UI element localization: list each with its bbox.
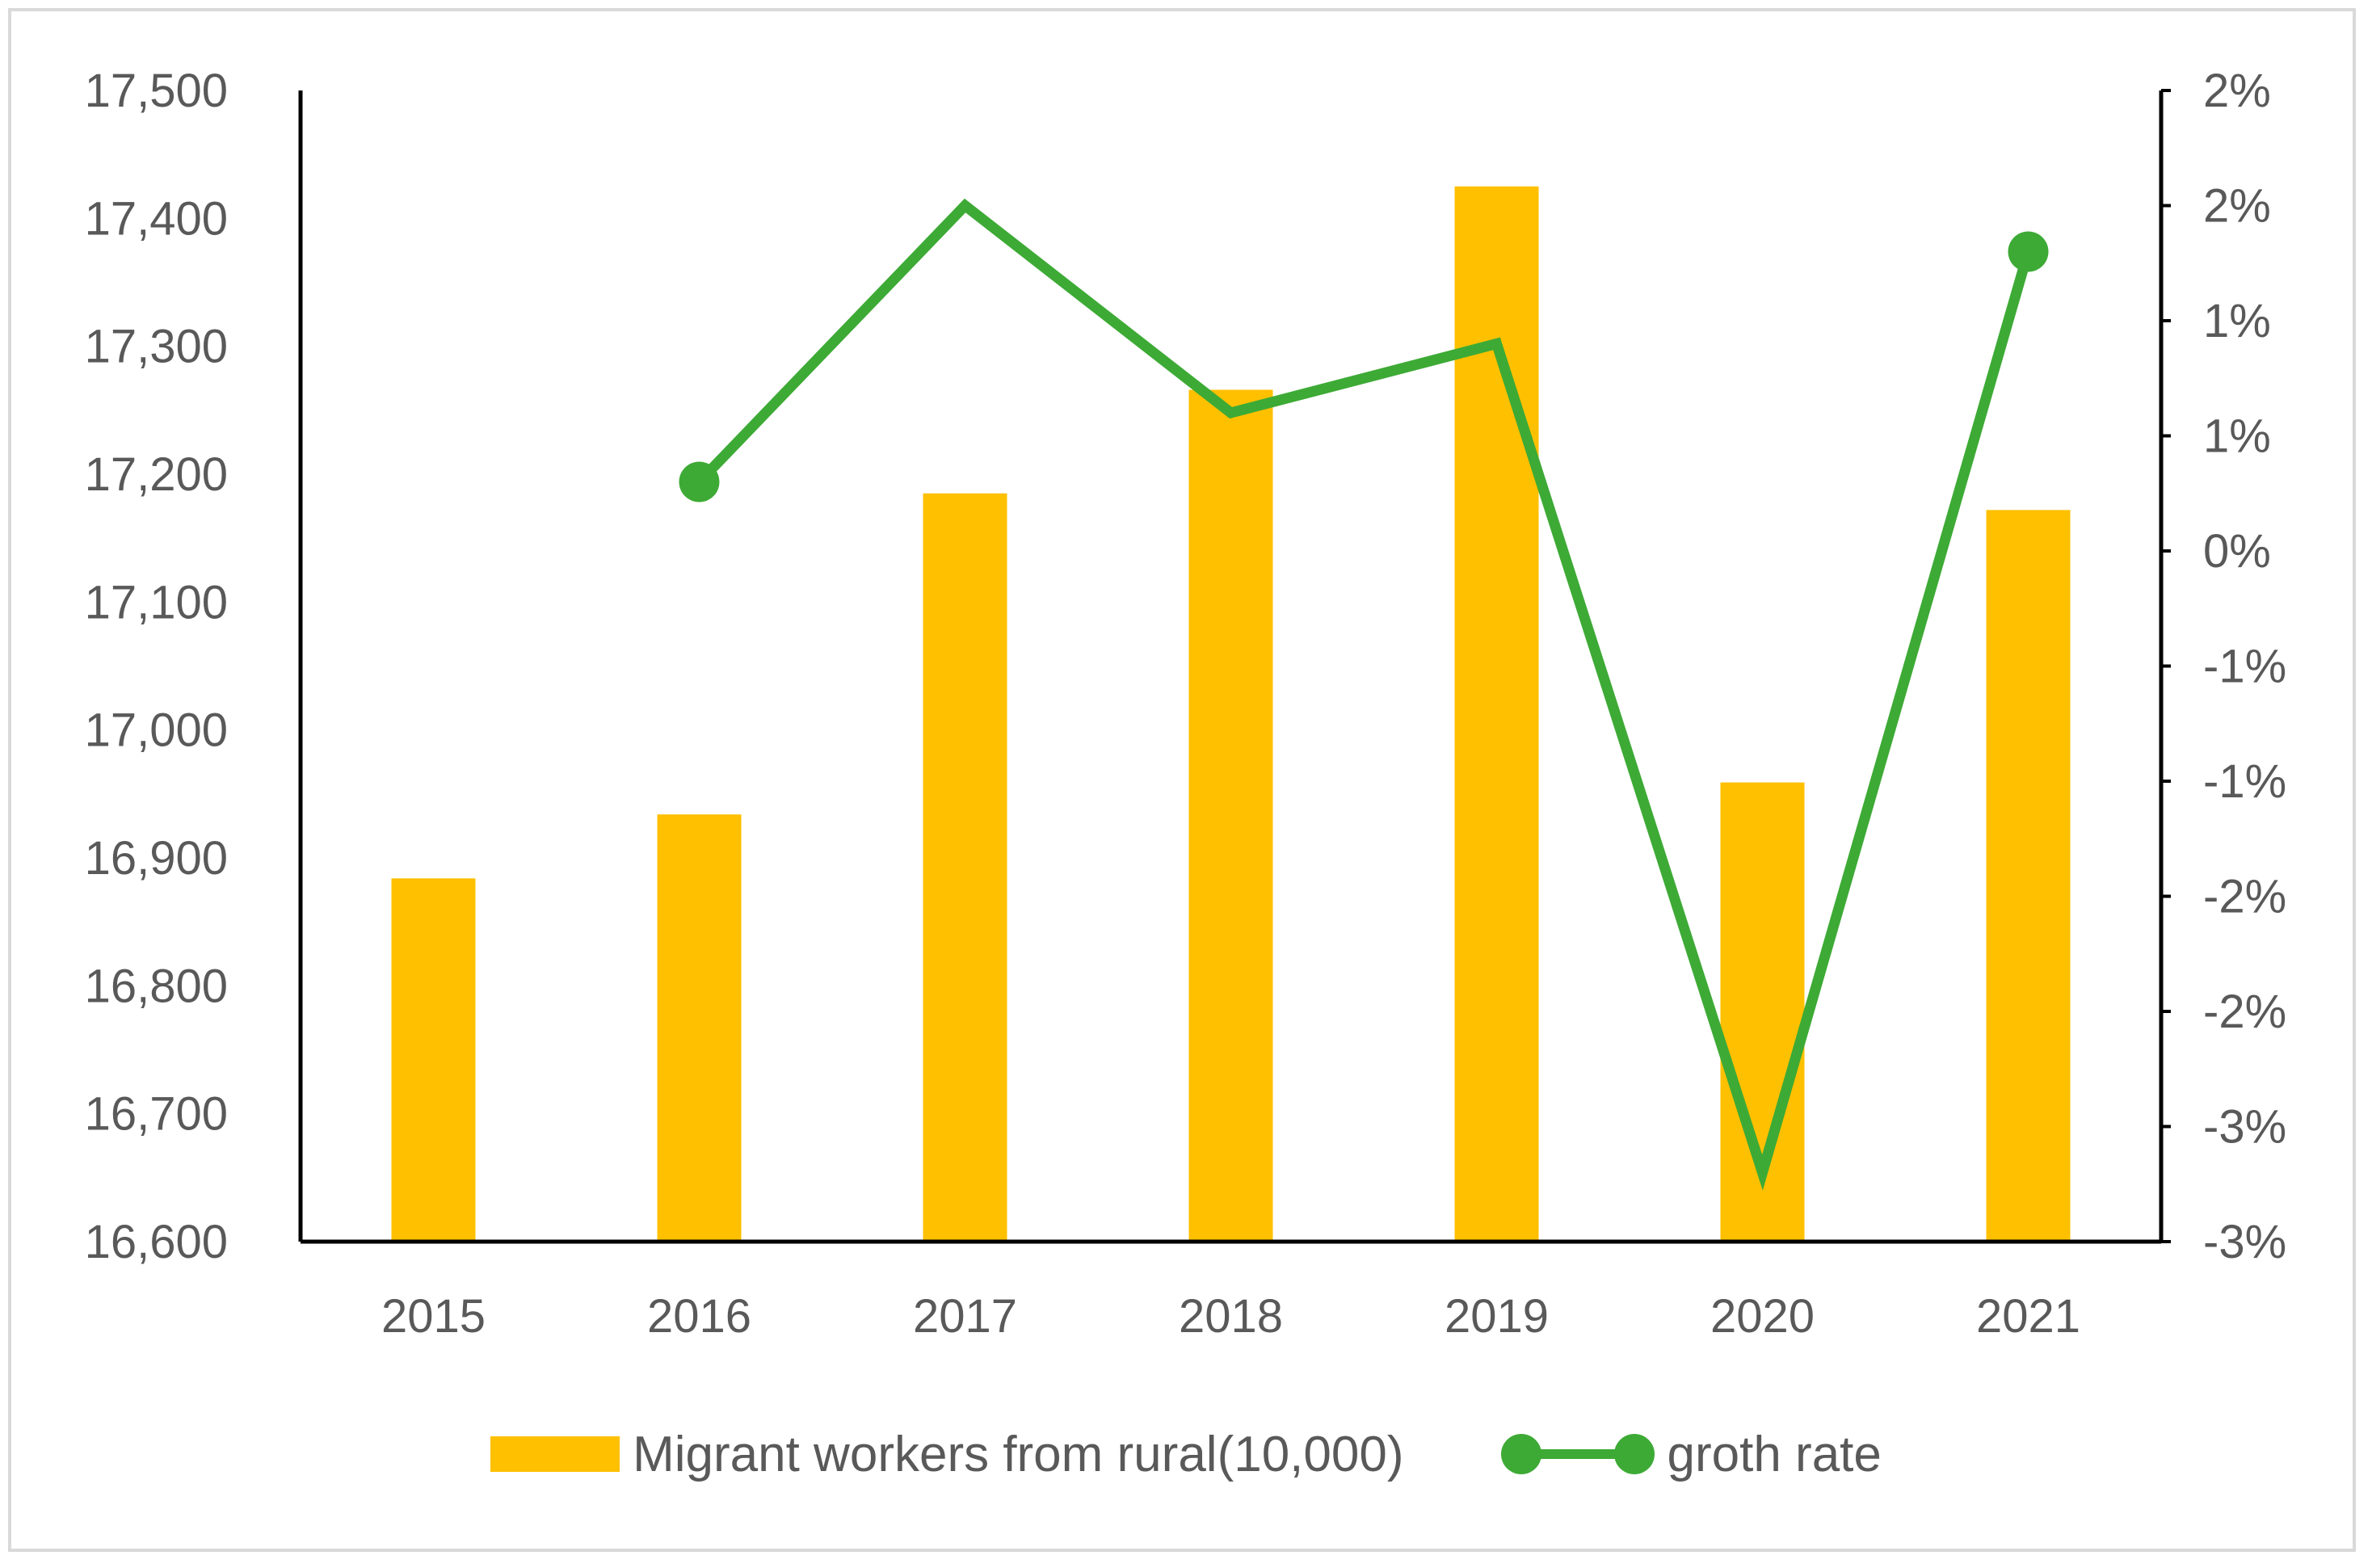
x-tick-label: 2015 [381, 1290, 486, 1343]
legend-swatch-bar [490, 1436, 620, 1472]
axes-layer [298, 89, 2171, 1244]
chart-legend: Migrant workers from rural(10,000) groth… [0, 1410, 2372, 1499]
y-left-tick-label: 16,700 [85, 1088, 228, 1141]
y-right-tick-label: 2% [2203, 65, 2271, 117]
y-left-tick-label: 17,400 [85, 192, 228, 245]
bar-2016 [657, 814, 742, 1242]
x-tick-label: 2021 [1976, 1290, 2080, 1343]
y-left-tick-label: 16,900 [85, 832, 228, 885]
legend-item-growth-rate: groth rate [1500, 1426, 1882, 1483]
x-tick-label: 2020 [1710, 1290, 1815, 1343]
y-right-tick-label: 2% [2203, 180, 2271, 233]
y-left-tick-label: 17,000 [85, 704, 228, 757]
growth-rate-marker-2021 [2008, 231, 2049, 272]
x-tick-label: 2019 [1445, 1290, 1549, 1343]
legend-swatch-line [1500, 1430, 1655, 1478]
growth-rate-line [695, 198, 2033, 1191]
y-right-tick-label: -1% [2203, 755, 2286, 808]
y-right-tick-label: -3% [2203, 1101, 2286, 1154]
legend-label-migrant-workers: Migrant workers from rural(10,000) [633, 1426, 1404, 1482]
chart-frame [8, 8, 2356, 1552]
tick-labels-layer: 16,600 16,700 16,800 16,900 17,000 17,100 17,2… [85, 65, 2287, 1343]
bars-layer [391, 186, 2071, 1242]
y-left-tick-label: 17,200 [85, 448, 228, 501]
y-right-tick-label: -3% [2203, 1216, 2286, 1268]
y-right-tick-label: -2% [2203, 871, 2286, 923]
x-tick-label: 2018 [1179, 1290, 1283, 1343]
bar-2021 [1986, 510, 2071, 1242]
x-tick-label: 2016 [647, 1290, 751, 1343]
y-right-tick-label: 1% [2203, 295, 2271, 347]
y-right-tick-label: -1% [2203, 641, 2286, 693]
y-right-tick-label: 1% [2203, 410, 2271, 463]
y-left-tick-label: 16,600 [85, 1216, 228, 1268]
bar-2018 [1188, 389, 1273, 1242]
bar-2017 [923, 493, 1007, 1242]
x-tick-label: 2017 [913, 1290, 1017, 1343]
growth-line-layer [679, 198, 2049, 1191]
y-right-tick-label: -2% [2203, 986, 2286, 1038]
y-left-tick-label: 17,300 [85, 321, 228, 373]
bar-2015 [391, 878, 476, 1242]
legend-item-migrant-workers: Migrant workers from rural(10,000) [490, 1426, 1404, 1483]
y-left-tick-label: 17,100 [85, 576, 228, 628]
y-right-tick-label: 0% [2203, 525, 2271, 578]
y-left-tick-label: 16,800 [85, 960, 228, 1012]
bar-2019 [1454, 186, 1539, 1242]
growth-rate-marker-2016 [679, 461, 720, 502]
legend-label-growth-rate: groth rate [1667, 1426, 1882, 1482]
y-left-tick-label: 17,500 [85, 65, 228, 117]
